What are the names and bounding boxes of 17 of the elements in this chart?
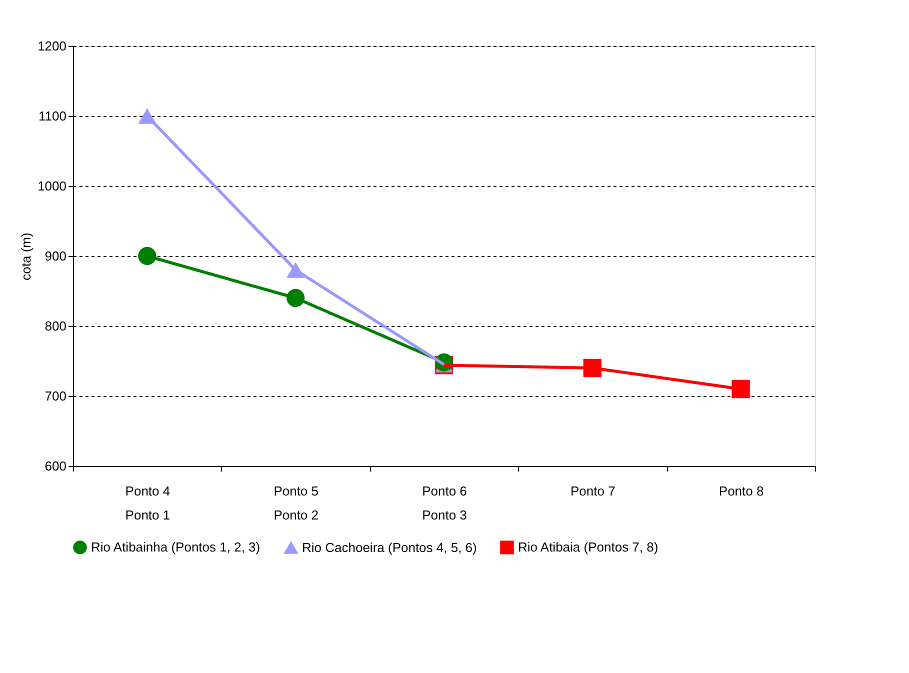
point xyxy=(732,380,750,398)
x-tick-label: Ponto 7 xyxy=(570,484,616,498)
x-tick-label: Ponto 8 xyxy=(718,484,764,498)
y-tick-label: 800 xyxy=(44,318,66,334)
x-tick-label: Ponto 5 Ponto 2 xyxy=(274,484,319,522)
y-tick-label: 700 xyxy=(44,388,66,404)
x-tick-label: Ponto 4 Ponto 1 xyxy=(125,484,170,522)
y-tick-label: 600 xyxy=(44,458,66,474)
y-tick-label: 1100 xyxy=(38,108,66,124)
y-tick-label: 900 xyxy=(44,248,66,264)
legend-label: Rio Atibaia (Pontos 7, 8) xyxy=(518,539,658,554)
legend-label: Rio Atibainha (Pontos 1, 2, 3) xyxy=(91,539,260,554)
x-tick-label: Ponto 6 Ponto 3 xyxy=(422,484,467,522)
y-tick-label: 1000 xyxy=(38,178,66,194)
y-tick-label: 1200 xyxy=(38,38,66,54)
legend-label: Rio Cachoeira (Pontos 4, 5, 6) xyxy=(302,540,477,555)
y-axis-title: cota (m) xyxy=(18,232,34,280)
